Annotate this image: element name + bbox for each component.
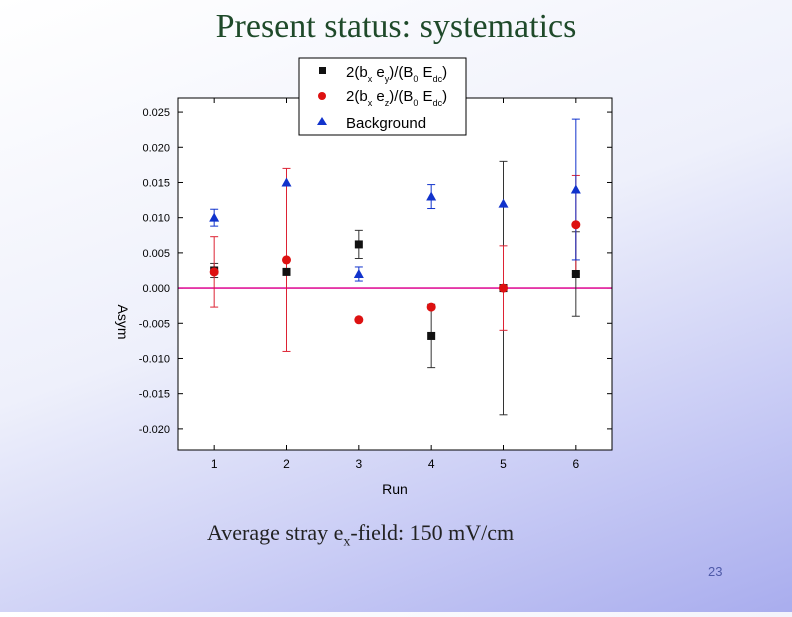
legend-label-series-2: 2(bx ez)/(B0 Edc) <box>346 88 447 108</box>
legend: 2(bx ey)/(B0 Edc) 2(bx ez)/(B0 Edc) Back… <box>298 57 467 136</box>
data-point-triangle <box>281 177 292 187</box>
data-point-circle <box>282 255 291 265</box>
y-tick-label: 0.010 <box>142 213 170 225</box>
legend-label-series-3: Background <box>346 115 426 132</box>
legend-label-series-1: 2(bx ey)/(B0 Edc) <box>346 64 447 84</box>
y-tick-label: -0.015 <box>139 389 170 401</box>
y-tick-label: -0.010 <box>139 353 170 365</box>
x-tick-label: 3 <box>355 457 362 471</box>
x-tick-label: 1 <box>211 457 218 471</box>
y-tick-label: -0.020 <box>139 424 170 436</box>
y-tick-label: 0.005 <box>142 248 170 260</box>
y-tick-label: 0.020 <box>142 142 170 154</box>
footer-suffix: -field: 150 mV/cm <box>350 520 515 545</box>
data-point-triangle <box>426 191 437 201</box>
slide-title: Present status: systematics <box>215 8 577 45</box>
legend-marker-triangle <box>317 117 327 125</box>
data-point-triangle <box>498 198 509 208</box>
x-tick-label: 6 <box>572 457 579 471</box>
y-tick-label: -0.005 <box>139 318 170 330</box>
x-tick-label: 4 <box>428 457 435 471</box>
data-point-circle <box>209 267 219 277</box>
data-point-square <box>427 331 436 340</box>
data-point-square <box>282 267 291 276</box>
x-tick-label: 5 <box>500 457 507 471</box>
footer-subscript: x <box>343 534 351 550</box>
data-point-triangle <box>570 184 581 194</box>
y-tick-label: 0.025 <box>142 107 170 119</box>
y-axis-label: Asym <box>115 305 131 340</box>
data-point-circle <box>354 315 364 325</box>
footer-caption: Average stray ex-field: 150 mV/cm <box>207 520 514 550</box>
data-point-triangle <box>209 212 220 222</box>
legend-marker-square <box>319 67 326 74</box>
legend-marker-circle <box>318 92 326 100</box>
data-point-square <box>354 240 363 249</box>
data-point-circle <box>499 283 508 293</box>
data-point-square <box>571 270 580 278</box>
y-tick-label: 0.015 <box>142 177 170 189</box>
footer-prefix: Average stray e <box>207 520 344 545</box>
y-tick-label: 0.000 <box>142 283 170 295</box>
data-point-triangle <box>353 269 364 278</box>
page-number: 23 <box>708 564 723 579</box>
legend-box <box>298 57 467 136</box>
x-axis-label: Run <box>382 481 408 497</box>
plot-background <box>178 98 612 450</box>
data-point-circle <box>571 220 581 230</box>
data-point-circle <box>426 302 436 312</box>
x-tick-label: 2 <box>283 457 290 471</box>
